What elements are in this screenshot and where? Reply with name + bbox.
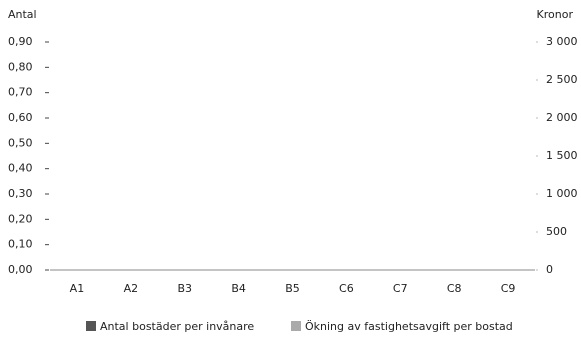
legend-swatch xyxy=(86,321,96,331)
x-tick-label: A2 xyxy=(124,282,139,295)
x-tick-label: C9 xyxy=(501,282,516,295)
y-tick-label: 0,80 xyxy=(8,60,33,73)
y-tick-label: 0,10 xyxy=(8,238,33,251)
y-tick-label: 0,20 xyxy=(8,212,33,225)
y2-tick-label: 1 500 xyxy=(546,149,578,162)
legend-swatch xyxy=(291,321,301,331)
y2-axis-label: Kronor xyxy=(537,8,574,21)
y-tick-label: 0,40 xyxy=(8,162,33,175)
x-tick-label: B3 xyxy=(177,282,192,295)
x-tick-label: B4 xyxy=(231,282,246,295)
y2-tick-label: 2 000 xyxy=(546,111,578,124)
legend-label: Ökning av fastighetsavgift per bostad xyxy=(305,320,513,333)
y2-tick-label: 2 500 xyxy=(546,73,578,86)
y2-tick-label: 0 xyxy=(546,263,553,276)
y-axis-label: Antal xyxy=(8,8,37,21)
y-tick-label: 0,90 xyxy=(8,35,33,48)
y-tick-label: 0,00 xyxy=(8,263,33,276)
x-tick-label: C7 xyxy=(393,282,408,295)
x-tick-label: C6 xyxy=(339,282,354,295)
y-tick-label: 0,70 xyxy=(8,86,33,99)
y-tick-label: 0,50 xyxy=(8,136,33,149)
y2-tick-label: 500 xyxy=(546,225,567,238)
y2-tick-label: 3 000 xyxy=(546,35,578,48)
y2-tick-label: 1 000 xyxy=(546,187,578,200)
y-tick-label: 0,30 xyxy=(8,187,33,200)
y-tick-label: 0,60 xyxy=(8,111,33,124)
x-tick-label: B5 xyxy=(285,282,300,295)
x-tick-label: A1 xyxy=(70,282,85,295)
legend-label: Antal bostäder per invånare xyxy=(100,320,254,333)
x-tick-label: C8 xyxy=(447,282,462,295)
